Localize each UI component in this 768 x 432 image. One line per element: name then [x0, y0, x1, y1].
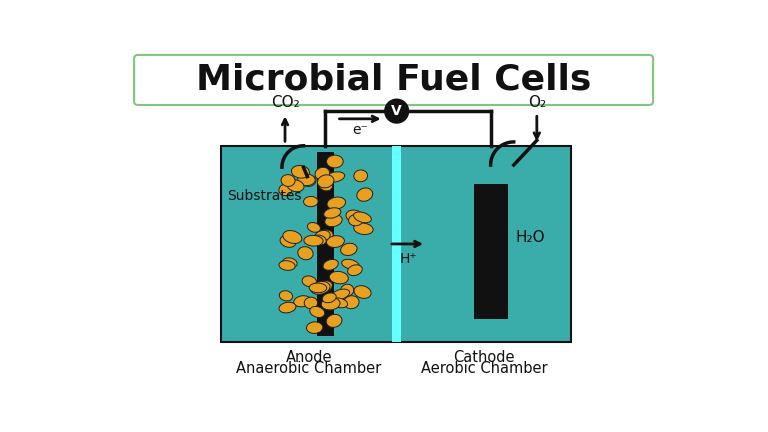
Ellipse shape	[341, 284, 354, 296]
Ellipse shape	[298, 174, 315, 186]
Ellipse shape	[354, 223, 373, 235]
Ellipse shape	[323, 259, 338, 270]
Ellipse shape	[306, 322, 323, 334]
Ellipse shape	[326, 172, 345, 182]
Ellipse shape	[287, 180, 304, 192]
Ellipse shape	[331, 298, 348, 308]
Ellipse shape	[324, 208, 341, 218]
Text: H⁺: H⁺	[399, 252, 417, 266]
Ellipse shape	[326, 155, 343, 168]
Ellipse shape	[325, 215, 343, 227]
Ellipse shape	[331, 289, 349, 300]
Ellipse shape	[279, 260, 295, 270]
Ellipse shape	[341, 243, 357, 255]
Ellipse shape	[279, 302, 296, 313]
Text: H₂O: H₂O	[515, 230, 545, 245]
Ellipse shape	[344, 296, 359, 309]
Text: e⁻: e⁻	[353, 124, 368, 137]
Bar	[316, 152, 333, 336]
Text: O₂: O₂	[528, 95, 546, 110]
Ellipse shape	[354, 286, 371, 299]
Ellipse shape	[298, 247, 313, 260]
Circle shape	[385, 100, 409, 123]
Ellipse shape	[310, 306, 325, 318]
Ellipse shape	[303, 197, 318, 206]
Ellipse shape	[280, 291, 293, 301]
Ellipse shape	[309, 283, 326, 293]
Ellipse shape	[302, 175, 316, 187]
Bar	[392, 146, 402, 342]
Ellipse shape	[357, 188, 372, 201]
Ellipse shape	[342, 259, 359, 269]
Text: Anaerobic Chamber: Anaerobic Chamber	[237, 361, 382, 375]
Text: Aerobic Chamber: Aerobic Chamber	[421, 361, 548, 375]
Text: Substrates: Substrates	[227, 189, 302, 203]
Ellipse shape	[319, 180, 333, 191]
Ellipse shape	[304, 297, 318, 309]
Bar	[474, 184, 508, 319]
Ellipse shape	[327, 197, 346, 210]
Ellipse shape	[329, 271, 349, 284]
Text: Microbial Fuel Cells: Microbial Fuel Cells	[196, 63, 591, 97]
Ellipse shape	[304, 235, 323, 246]
Ellipse shape	[283, 258, 297, 268]
FancyBboxPatch shape	[134, 55, 653, 105]
Ellipse shape	[313, 235, 326, 245]
Ellipse shape	[294, 295, 311, 307]
Ellipse shape	[348, 265, 362, 276]
Bar	[221, 146, 571, 342]
Ellipse shape	[302, 276, 316, 287]
Ellipse shape	[283, 231, 302, 244]
Ellipse shape	[317, 175, 334, 188]
Ellipse shape	[349, 214, 363, 226]
Ellipse shape	[315, 167, 329, 180]
Ellipse shape	[321, 298, 340, 310]
Ellipse shape	[326, 314, 342, 327]
Ellipse shape	[307, 222, 320, 232]
Ellipse shape	[310, 281, 330, 294]
Ellipse shape	[326, 236, 344, 248]
Ellipse shape	[315, 230, 330, 241]
Ellipse shape	[323, 293, 336, 303]
Ellipse shape	[318, 230, 333, 240]
Text: Anode: Anode	[286, 350, 332, 365]
Ellipse shape	[291, 165, 310, 178]
Ellipse shape	[279, 184, 292, 196]
Ellipse shape	[353, 212, 372, 223]
Text: V: V	[392, 104, 402, 118]
Ellipse shape	[346, 210, 364, 223]
Text: CO₂: CO₂	[270, 95, 300, 110]
Ellipse shape	[354, 170, 368, 182]
Ellipse shape	[317, 281, 333, 292]
Ellipse shape	[281, 175, 295, 187]
Ellipse shape	[280, 235, 296, 247]
Text: Cathode: Cathode	[453, 350, 515, 365]
